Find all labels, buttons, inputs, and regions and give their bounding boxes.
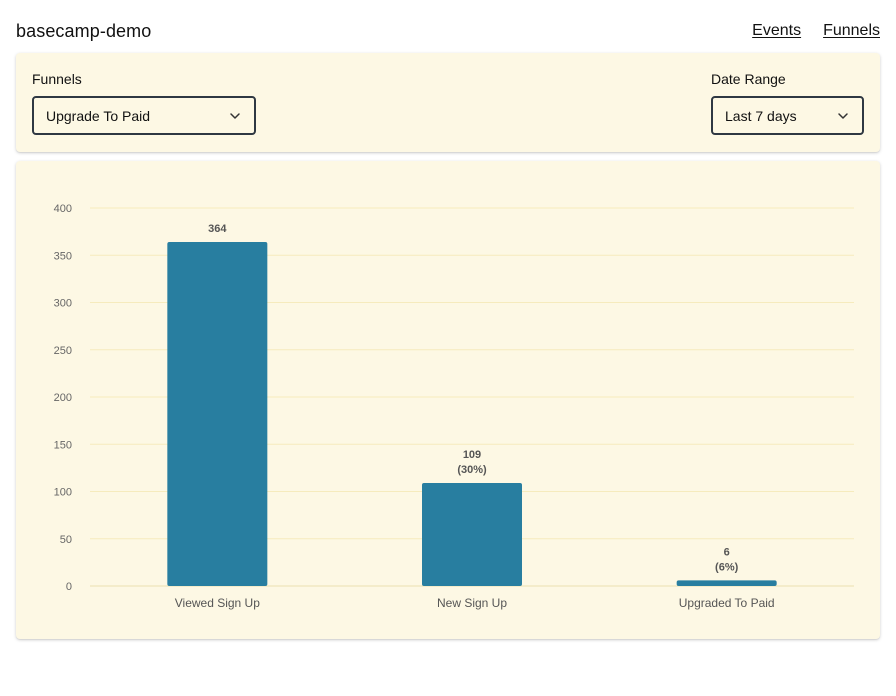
y-tick-label: 150 [54,439,72,451]
bar [167,242,268,586]
funnel-label: Funnels [32,71,82,87]
filters-card: Funnels Upgrade To Paid Date Range Last … [16,53,880,152]
y-tick-label: 50 [60,534,72,546]
y-tick-label: 300 [54,298,72,310]
bar-data-label: 109 [463,449,481,461]
y-tick-label: 0 [66,581,72,593]
date-range-select[interactable]: Last 7 days [711,96,864,135]
nav-link-funnels[interactable]: Funnels [823,22,880,39]
bar [676,580,777,586]
y-tick-label: 400 [54,203,72,215]
chevron-down-icon [838,112,848,119]
y-tick-label: 350 [54,250,72,262]
y-tick-label: 250 [54,345,72,357]
x-tick-label: Viewed Sign Up [175,596,260,610]
x-tick-label: New Sign Up [437,596,507,610]
bar-data-label: 364 [208,223,227,235]
date-range-select-value: Last 7 days [725,107,797,124]
bar-data-label: (6%) [715,561,739,573]
funnel-chart-card: 0 50 100 150 200 250 300 350 400 364 Viewed Sign U… [16,161,880,639]
x-tick-label: Upgraded To Paid [679,596,775,610]
funnel-bar-chart: 0 50 100 150 200 250 300 350 400 364 Viewed Sign U… [54,203,854,610]
nav-link-events[interactable]: Events [752,22,802,39]
y-tick-label: 200 [54,392,72,404]
funnel-select[interactable]: Upgrade To Paid [32,96,256,135]
bar-data-label: (30%) [457,464,487,476]
bar-data-label: 6 [724,546,730,558]
top-nav: Events Funnels [752,22,880,40]
funnel-select-value: Upgrade To Paid [46,107,151,124]
bar [422,482,522,586]
date-range-label: Date Range [711,71,786,87]
app-title: basecamp-demo [16,20,152,41]
y-tick-label: 100 [54,487,72,499]
chevron-down-icon [230,112,240,119]
app-header: basecamp-demo Events Funnels [16,18,880,44]
